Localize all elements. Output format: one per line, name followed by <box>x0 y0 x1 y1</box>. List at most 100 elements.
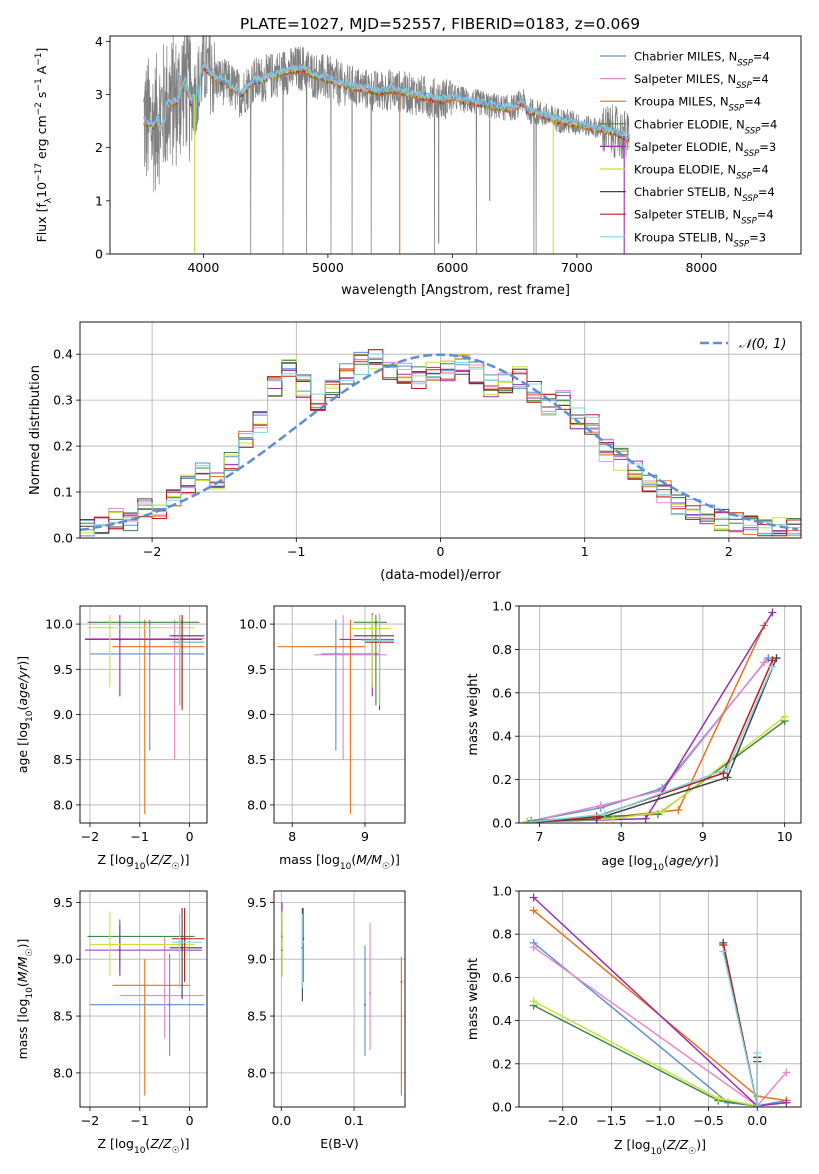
legend-label: Kroupa MILES, NSSP=4 <box>634 95 761 114</box>
data-point <box>180 946 184 950</box>
x-tick-label: 8000 <box>685 260 717 275</box>
label-part: Z/Z <box>666 1137 689 1152</box>
data-point <box>178 940 181 944</box>
spectrum-model-line <box>143 63 630 139</box>
y-tick-label: 3 <box>95 87 103 102</box>
legend-label-text: Chabrier MILES, N <box>634 50 737 64</box>
histogram-step <box>80 349 801 535</box>
axis-label: age [log10(age/yr)] <box>601 853 718 873</box>
axis-label: Z [log10(Z/Z☉)] <box>614 1137 706 1157</box>
y-tick-label: 8.5 <box>247 1009 267 1024</box>
x-tick-label: 8 <box>288 829 296 844</box>
legend-label-text: Salpeter STELIB, N <box>634 208 741 222</box>
legend-label-sub: SSP <box>741 217 757 227</box>
label-part: 10 <box>653 863 665 873</box>
series-marker <box>782 1098 791 1107</box>
legend-label-text: Kroupa ELODIE, N <box>634 163 736 177</box>
figure-title: PLATE=1027, MJD=52557, FIBERID=0183, z=0… <box>240 15 640 33</box>
data-point <box>118 638 122 641</box>
label-part: 10 <box>25 710 35 722</box>
mass_weight_vs_age-frame <box>518 605 802 824</box>
data-point <box>349 645 352 648</box>
label-part: age/yr <box>15 665 30 706</box>
legend-label: Chabrier STELIB, NSSP=4 <box>634 185 775 204</box>
series-marker <box>714 1094 723 1103</box>
x-tick-label: −1 <box>131 829 149 844</box>
mass_weight_vs_Z-ylabel: mass weight <box>466 958 481 1040</box>
normal-curve <box>80 353 799 532</box>
y-tick-label: 8.5 <box>53 752 73 767</box>
data-point <box>108 943 112 946</box>
data-point <box>301 940 304 944</box>
legend-label-text: Salpeter MILES, N <box>634 72 736 86</box>
y-tick-label: 8.0 <box>53 1065 73 1080</box>
y-tick-label: 0.4 <box>492 1013 512 1028</box>
legend-label-text: Chabrier ELODIE, N <box>634 117 745 131</box>
mass_vs_ebv-frame <box>273 890 406 1108</box>
series-marker <box>527 817 536 823</box>
y-tick-label: 8.5 <box>247 752 267 767</box>
label-part: ( <box>664 853 669 868</box>
x-tick-label: −2 <box>81 1113 99 1128</box>
label-part: )] <box>15 939 30 949</box>
x-tick-label: 0.1 <box>344 1113 364 1128</box>
series-marker <box>658 808 667 817</box>
residuals-axes: −2 −1 0 1 2 0.0 0.1 0.2 0.3 0.4 <box>53 322 801 559</box>
axis-label: mass [log10(M/M☉)] <box>15 939 35 1060</box>
label-part: ( <box>351 852 356 867</box>
y-tick-label: 0.2 <box>492 772 512 787</box>
y-tick-label: 10.0 <box>239 617 267 632</box>
series-marker <box>674 805 683 814</box>
spectrum-axes: 4000 5000 6000 7000 8000 0 1 2 3 4 <box>95 34 717 275</box>
label-part: ( <box>145 852 150 867</box>
x-tick-label: −1 <box>287 544 305 559</box>
legend-label-text: Kroupa MILES, N <box>634 95 729 109</box>
series-marker <box>529 943 538 952</box>
y-tick-label: 0.8 <box>492 927 512 942</box>
mass_weight_vs_age-axes: 7 8 9 10 0.0 0.2 0.4 0.6 0.8 1.0 <box>492 599 801 844</box>
data-point <box>374 621 378 624</box>
series-marker <box>782 1068 791 1077</box>
label-part: erg cm <box>34 115 49 163</box>
label-part: ☉ <box>172 1146 180 1156</box>
series-marker <box>529 906 538 915</box>
histogram-step <box>80 353 801 537</box>
y-tick-label: 9.5 <box>247 895 267 910</box>
label-part: Z/Z <box>149 1136 172 1151</box>
series-marker <box>529 893 538 902</box>
residuals-frame <box>79 321 802 539</box>
axis-label: Z [log10(Z/Z☉)] <box>98 1136 190 1156</box>
y-tick-label: 0.3 <box>53 393 73 408</box>
legend-label: Chabrier MILES, NSSP=4 <box>634 50 770 69</box>
data-point <box>143 645 146 648</box>
age_vs_Z-axes: −2 −1 0 8.0 8.5 9.0 9.5 10.0 <box>45 606 207 844</box>
legend-label-n: =4 <box>753 50 770 64</box>
label-part: M/M <box>356 852 382 867</box>
series-marker <box>609 814 617 823</box>
age_vs_Z-plot <box>84 615 205 814</box>
y-tick-label: 1.0 <box>492 599 512 614</box>
label-part: 10 <box>340 862 352 872</box>
spectrum-data-line <box>143 36 630 254</box>
x-tick-label: 0 <box>437 544 445 559</box>
x-tick-label: 7 <box>535 829 543 844</box>
legend-label-sub: SSP <box>737 59 753 69</box>
legend-label-sub: SSP <box>736 172 752 182</box>
label-part: 10 <box>25 987 35 999</box>
y-tick-label: 9.0 <box>247 707 267 722</box>
y-tick-label: 0.6 <box>492 685 512 700</box>
legend-label-n: =4 <box>744 95 761 109</box>
label-part: λ <box>44 197 54 203</box>
data-point <box>368 992 372 995</box>
label-part: age [log <box>15 722 30 773</box>
residuals-plot <box>80 349 801 537</box>
legend-label-n: =4 <box>758 185 775 199</box>
label-part: Z [log <box>614 1137 650 1152</box>
y-tick-label: 0.2 <box>492 1056 512 1071</box>
y-tick-label: 0.2 <box>53 439 73 454</box>
label-part: age/yr <box>669 853 710 868</box>
x-tick-label: 0.0 <box>271 1113 291 1128</box>
